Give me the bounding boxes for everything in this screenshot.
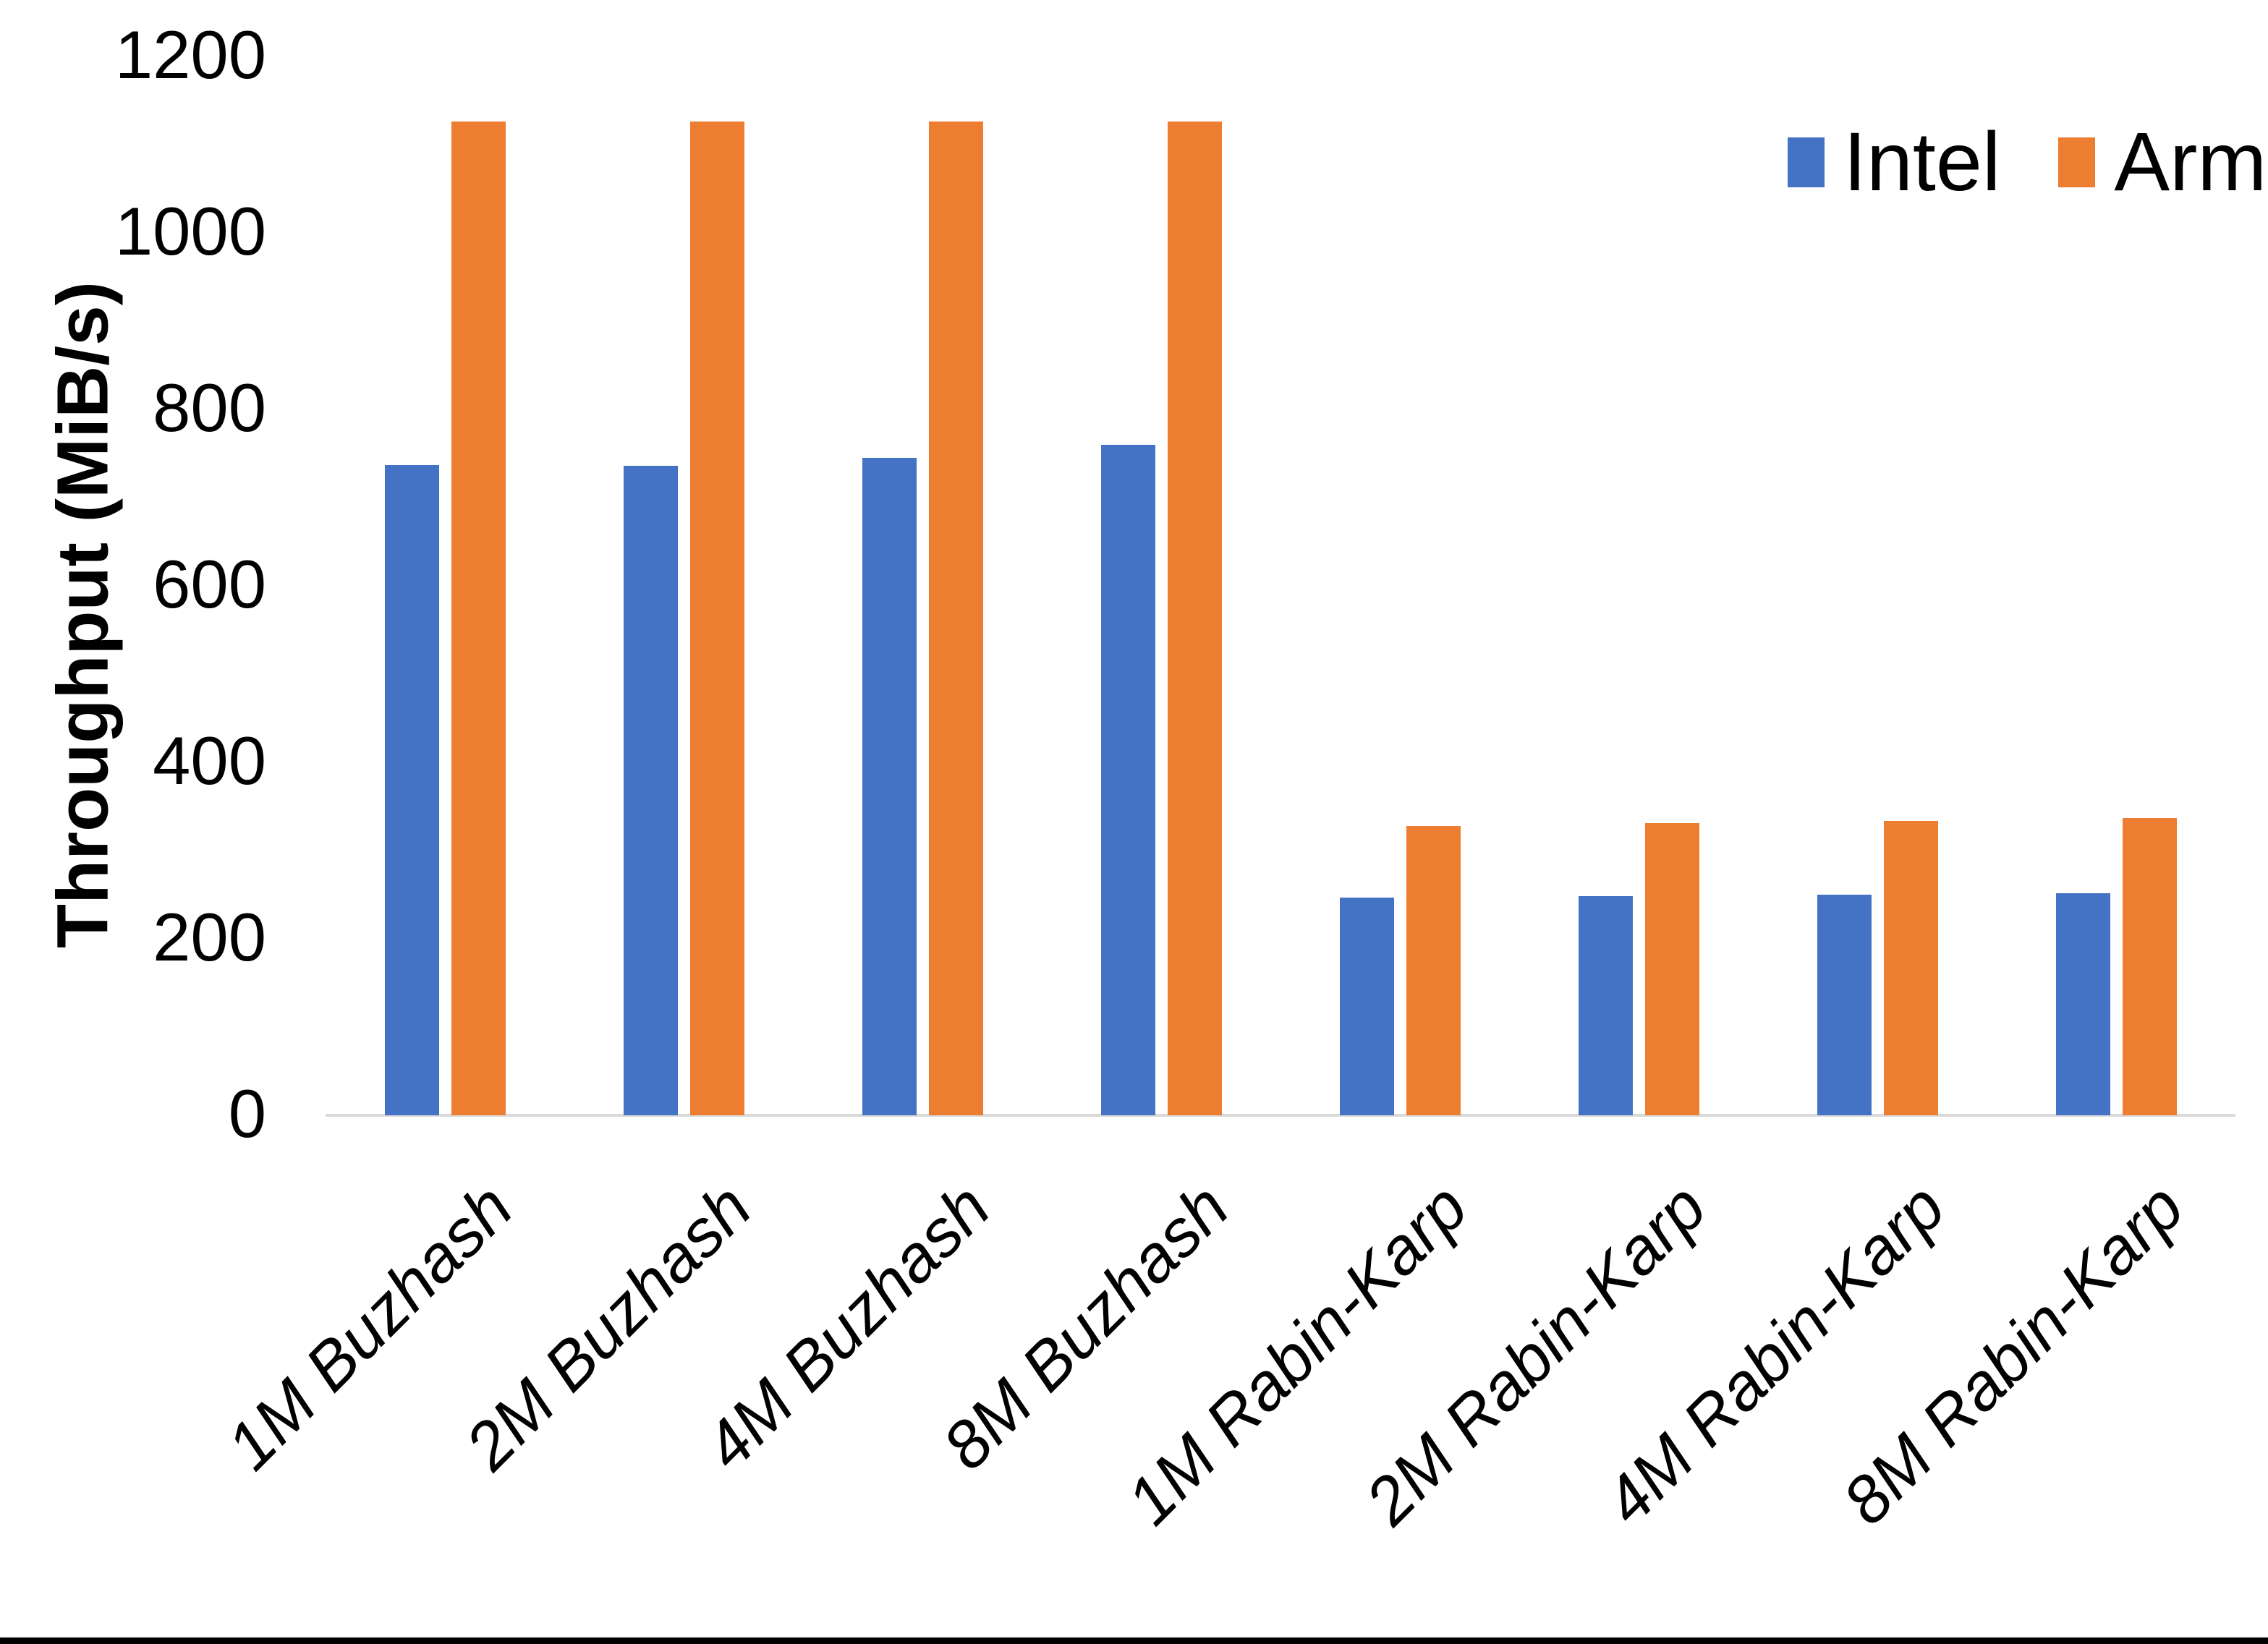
bar-arm-8 — [2122, 817, 2177, 1115]
y-tick-label: 1200 — [114, 16, 266, 93]
bar-arm-5 — [1406, 825, 1461, 1115]
bar-arm-7 — [1883, 820, 1938, 1115]
y-tick-label: 600 — [153, 545, 266, 622]
legend: Intel Arm — [1788, 120, 2267, 203]
bar-arm-6 — [1644, 823, 1699, 1115]
y-tick-label: 1000 — [114, 192, 266, 269]
y-tick-label: 200 — [153, 898, 266, 975]
bar-intel-1 — [384, 464, 439, 1115]
legend-label-arm: Arm — [2114, 115, 2267, 208]
legend-swatch-intel — [1788, 137, 1825, 187]
x-axis-line — [326, 1114, 2235, 1117]
legend-swatch-arm — [2058, 137, 2096, 187]
bottom-border — [0, 1637, 2268, 1644]
bar-intel-5 — [1339, 897, 1394, 1115]
bar-arm-4 — [1167, 122, 1222, 1115]
bar-arm-2 — [689, 122, 744, 1115]
y-tick-label: 400 — [153, 722, 266, 798]
bar-intel-2 — [623, 466, 678, 1115]
legend-item-arm: Arm — [2058, 115, 2267, 208]
y-tick-label: 800 — [153, 369, 266, 446]
bar-intel-3 — [862, 458, 917, 1115]
legend-label-intel: Intel — [1843, 115, 2001, 208]
bar-intel-4 — [1100, 444, 1155, 1115]
bar-intel-8 — [2055, 893, 2110, 1115]
legend-item-intel: Intel — [1788, 115, 2001, 208]
y-axis-title: Throughput (MiB/s) — [42, 281, 124, 948]
bar-intel-7 — [1817, 895, 1872, 1115]
bar-arm-3 — [928, 122, 983, 1115]
bar-arm-1 — [451, 122, 506, 1115]
bar-intel-6 — [1578, 896, 1633, 1115]
y-tick-label: 0 — [228, 1075, 266, 1151]
